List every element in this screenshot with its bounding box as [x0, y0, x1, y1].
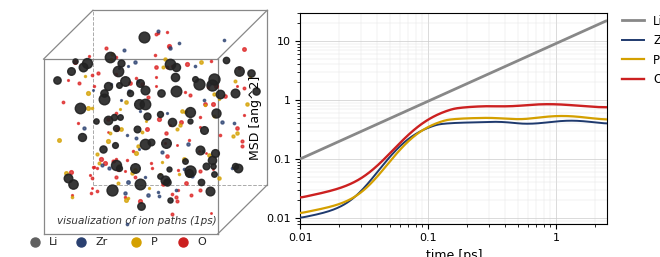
Text: Li: Li [50, 237, 59, 246]
Text: O: O [197, 237, 206, 246]
Text: visualization of ion paths (1ps): visualization of ion paths (1ps) [57, 216, 216, 226]
X-axis label: time [ps]: time [ps] [426, 249, 482, 257]
Polygon shape [44, 10, 267, 234]
Y-axis label: MSD [ang^2]: MSD [ang^2] [249, 76, 262, 160]
Text: P: P [151, 237, 158, 246]
Text: Zr: Zr [96, 237, 108, 246]
Legend: Li, Zr, P, O: Li, Zr, P, O [622, 15, 660, 86]
